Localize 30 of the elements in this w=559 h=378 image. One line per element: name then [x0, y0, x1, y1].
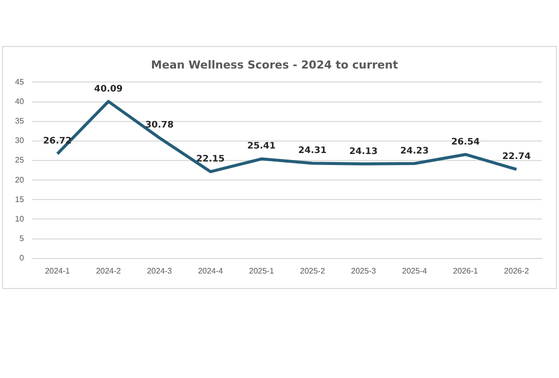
x-tick-label: 2024-3	[146, 266, 172, 276]
y-tick-label: 15	[14, 194, 24, 204]
x-tick-label: 2024-4	[198, 266, 224, 276]
data-label: 24.23	[400, 146, 429, 156]
data-label: 24.13	[349, 146, 378, 157]
data-label: 22.15	[196, 154, 225, 165]
x-tick-label: 2025-4	[402, 266, 428, 276]
data-label: 24.31	[298, 146, 327, 156]
data-label: 26.54	[451, 137, 480, 148]
data-label: 22.74	[502, 152, 531, 162]
y-tick-label: 10	[14, 214, 24, 224]
y-tick-label: 35	[14, 116, 24, 126]
y-tick-label: 25	[14, 156, 24, 165]
y-tick-label: 40	[14, 96, 24, 106]
y-tick-label: 20	[14, 175, 24, 184]
y-tick-label: 0	[19, 254, 24, 263]
x-tick-label: 2026-2	[504, 266, 530, 276]
x-tick-label: 2024-2	[96, 266, 122, 276]
data-label: 40.09	[94, 84, 123, 94]
x-tick-label: 2025-2	[300, 266, 326, 276]
data-label: 30.78	[145, 120, 174, 131]
data-label: 25.41	[247, 142, 276, 152]
x-tick-label: 2024-1	[44, 266, 70, 276]
chart-title: Mean Wellness Scores - 2024 to current	[151, 58, 398, 72]
x-tick-label: 2025-3	[351, 266, 376, 276]
x-tick-label: 2026-1	[453, 266, 478, 276]
x-tick-label: 2025-1	[248, 266, 274, 276]
y-tick-label: 30	[14, 136, 24, 146]
y-tick-label: 5	[19, 234, 24, 244]
y-tick-label: 45	[14, 77, 24, 86]
